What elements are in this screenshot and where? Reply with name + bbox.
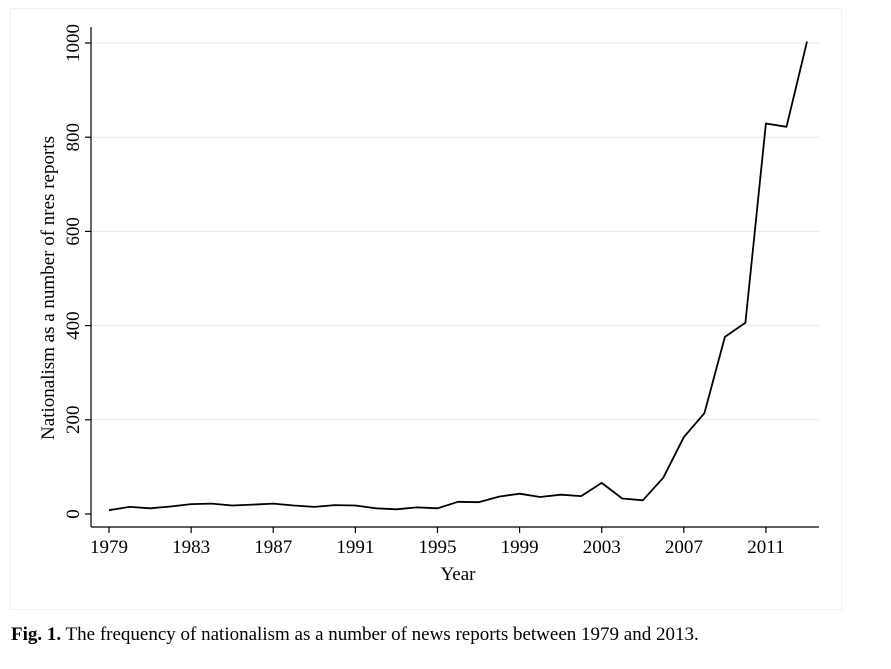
y-tick-label: 400 bbox=[63, 311, 84, 340]
y-axis-ticks: 0 200 400 600 800 1000 bbox=[63, 24, 91, 519]
x-axis-ticks: 1979 1983 1987 1991 1995 1999 2003 2007 2011 bbox=[90, 527, 785, 558]
figure-caption: Fig. 1. The frequency of nationalism as … bbox=[11, 624, 699, 646]
y-axis-label: Nationalism as a number of nres reports bbox=[38, 136, 59, 440]
x-tick-label: 1991 bbox=[336, 537, 374, 558]
x-tick-label: 2007 bbox=[665, 537, 703, 558]
y-tick-label: 0 bbox=[63, 509, 84, 519]
y-tick-label: 200 bbox=[63, 406, 84, 435]
x-tick-label: 2003 bbox=[583, 537, 621, 558]
x-tick-label: 1995 bbox=[418, 537, 456, 558]
x-tick-label: 1987 bbox=[254, 537, 292, 558]
y-tick-label: 1000 bbox=[63, 24, 84, 62]
series-line bbox=[108, 41, 808, 512]
caption-text: The frequency of nationalism as a number… bbox=[61, 624, 699, 645]
x-tick-label: 1983 bbox=[172, 537, 210, 558]
x-tick-label: 2011 bbox=[747, 537, 784, 558]
y-tick-label: 600 bbox=[63, 217, 84, 246]
x-axis-label: Year bbox=[440, 564, 476, 585]
chart-panel: 0 200 400 600 800 1000 1979 1983 1987 1991 1995 19… bbox=[10, 8, 842, 610]
caption-label: Fig. 1. bbox=[11, 624, 62, 645]
gridlines bbox=[91, 42, 819, 421]
y-tick-label: 800 bbox=[63, 123, 84, 152]
axes bbox=[90, 27, 819, 528]
x-tick-label: 1999 bbox=[501, 537, 539, 558]
x-tick-label: 1979 bbox=[90, 537, 128, 558]
